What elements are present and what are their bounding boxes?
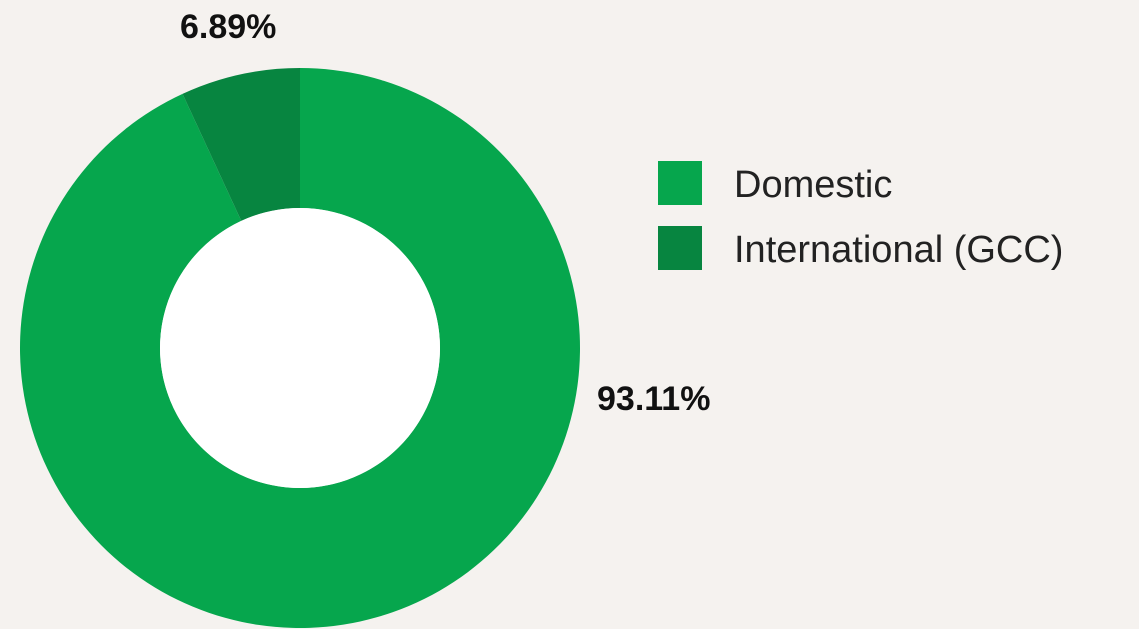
donut-slice-domestic[interactable] (19, 68, 580, 628)
legend-label-domestic[interactable]: Domestic (734, 164, 892, 206)
donut-slice-international-gcc[interactable] (182, 68, 300, 221)
data-label-international: 6.89% (180, 8, 276, 46)
donut-slices (19, 68, 580, 628)
legend-label-international[interactable]: International (GCC) (734, 229, 1063, 271)
legend-swatch-international[interactable] (658, 226, 702, 270)
legend: Domestic International (GCC) (658, 161, 1063, 271)
data-label-domestic: 93.11% (597, 380, 710, 418)
legend-swatch-domestic[interactable] (658, 161, 702, 205)
donut-hole (160, 208, 440, 488)
